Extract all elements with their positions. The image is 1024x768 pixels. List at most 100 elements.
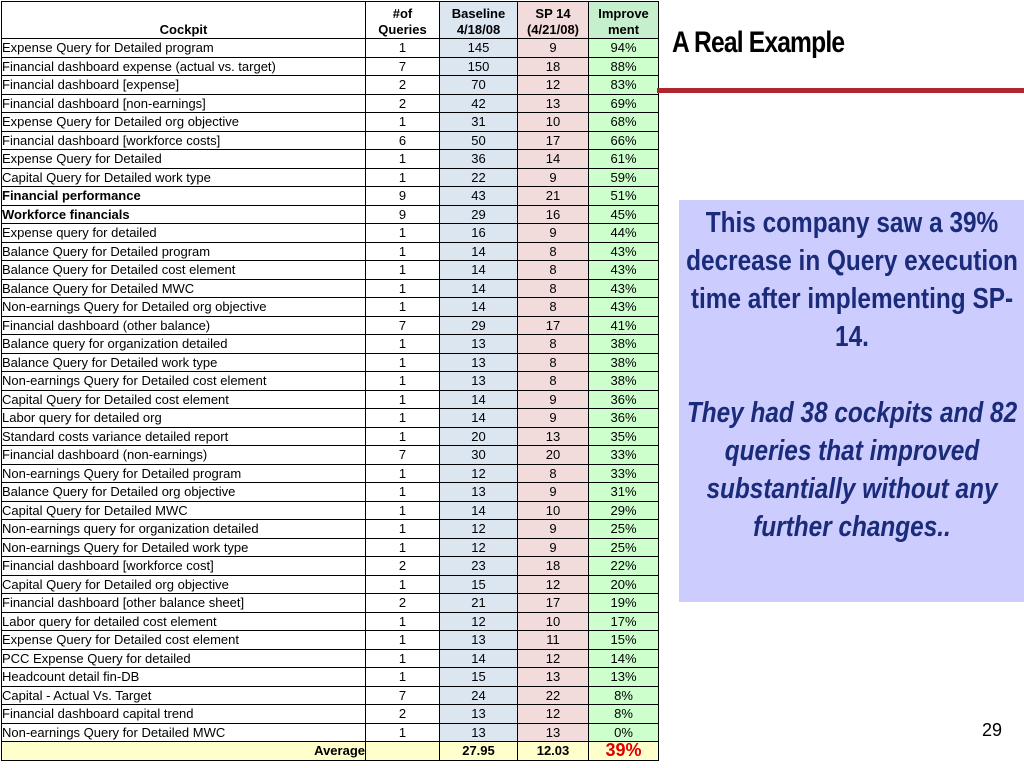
table-row: Balance Query for Detailed program 1 14 8 43…	[1, 241, 659, 261]
table-row: Expense Query for Detailed cost element 1…	[1, 630, 659, 650]
query-count: 1	[365, 389, 440, 409]
baseline-value: 24	[439, 685, 518, 705]
table-row: Workforce financials 9 29 16 45%	[1, 204, 659, 224]
sp14-value: 10	[517, 611, 589, 631]
baseline-value: 14	[439, 260, 518, 280]
improvement-value: 43%	[588, 297, 659, 317]
improvement-value: 51%	[588, 186, 659, 206]
query-count: 1	[365, 408, 440, 428]
improvement-value: 20%	[588, 574, 659, 594]
table-row: Non-earnings query for organization deta…	[1, 519, 659, 539]
sp14-value: 22	[517, 685, 589, 705]
baseline-value: 12	[439, 537, 518, 557]
sp14-value: 9	[517, 38, 589, 58]
improvement-value: 38%	[588, 334, 659, 354]
sp14-value: 10	[517, 112, 589, 132]
sp14-value: 17	[517, 315, 589, 335]
sp14-value: 9	[517, 482, 589, 502]
cockpit-name: Balance Query for Detailed work type	[1, 352, 366, 372]
query-performance-table: Cockpit #of Queries Baseline 4/18/08 SP 14…	[1, 1, 659, 761]
table-row: Balance Query for Detailed cost element 1…	[1, 260, 659, 280]
cockpit-name: Financial dashboard capital trend	[1, 704, 366, 724]
improvement-value: 31%	[588, 482, 659, 502]
baseline-value: 14	[439, 408, 518, 428]
sp14-value: 9	[517, 537, 589, 557]
table-row: Financial dashboard [workforce costs] 6 50…	[1, 130, 659, 150]
sp14-value: 8	[517, 241, 589, 261]
baseline-value: 150	[439, 56, 518, 76]
query-count: 1	[365, 38, 440, 58]
cockpit-name: Financial dashboard expense (actual vs. …	[1, 56, 366, 76]
cockpit-name: Headcount detail fin-DB	[1, 667, 366, 687]
table-row: Financial performance 9 43 21 51%	[1, 186, 659, 206]
sp14-value: 18	[517, 556, 589, 576]
baseline-value: 23	[439, 556, 518, 576]
sp14-value: 8	[517, 371, 589, 391]
header-queries: #of Queries	[365, 1, 440, 39]
cockpit-name: Financial dashboard [workforce costs]	[1, 130, 366, 150]
cockpit-name: Labor query for detailed org	[1, 408, 366, 428]
sp14-value: 8	[517, 297, 589, 317]
average-improvement: 39%	[588, 741, 659, 761]
table-row: Balance Query for Detailed org objective…	[1, 482, 659, 502]
cockpit-name: Non-earnings Query for Detailed cost ele…	[1, 371, 366, 391]
improvement-value: 44%	[588, 223, 659, 243]
sp14-value: 16	[517, 204, 589, 224]
callout-detail: They had 38 cockpits and 82 queries that…	[686, 397, 1018, 543]
baseline-value: 22	[439, 167, 518, 187]
baseline-value: 13	[439, 482, 518, 502]
header-sp14: SP 14 (4/21/08)	[517, 1, 589, 39]
cockpit-name: Expense query for detailed	[1, 223, 366, 243]
query-count: 1	[365, 722, 440, 742]
baseline-value: 30	[439, 445, 518, 465]
improvement-value: 69%	[588, 93, 659, 113]
improvement-value: 38%	[588, 371, 659, 391]
sp14-value: 9	[517, 408, 589, 428]
query-count: 2	[365, 93, 440, 113]
baseline-value: 145	[439, 38, 518, 58]
improvement-value: 0%	[588, 722, 659, 742]
cockpit-name: Expense Query for Detailed org objective	[1, 112, 366, 132]
sp14-value: 10	[517, 500, 589, 520]
improvement-value: 83%	[588, 75, 659, 95]
query-count: 2	[365, 75, 440, 95]
sp14-value: 8	[517, 278, 589, 298]
cockpit-name: Financial dashboard [other balance sheet…	[1, 593, 366, 613]
improvement-value: 36%	[588, 408, 659, 428]
sp14-value: 8	[517, 334, 589, 354]
sp14-value: 13	[517, 93, 589, 113]
callout-summary: This company saw a 39% decrease in Query…	[686, 207, 1018, 353]
cockpit-name: Standard costs variance detailed report	[1, 426, 366, 446]
sp14-value: 13	[517, 722, 589, 742]
table-row: Capital - Actual Vs. Target 7 24 22 8%	[1, 685, 659, 705]
table-row: Non-earnings Query for Detailed program 1…	[1, 463, 659, 483]
baseline-value: 12	[439, 611, 518, 631]
baseline-value: 29	[439, 204, 518, 224]
baseline-value: 43	[439, 186, 518, 206]
query-count: 1	[365, 500, 440, 520]
improvement-value: 94%	[588, 38, 659, 58]
cockpit-name: Expense Query for Detailed cost element	[1, 630, 366, 650]
table-row: Financial dashboard [non-earnings] 2 42 13 6…	[1, 93, 659, 113]
average-baseline: 27.95	[439, 741, 518, 761]
table-row: Financial dashboard (other balance) 7 29 17…	[1, 315, 659, 335]
sp14-value: 9	[517, 389, 589, 409]
improvement-value: 19%	[588, 593, 659, 613]
cockpit-name: Non-earnings Query for Detailed program	[1, 463, 366, 483]
baseline-value: 70	[439, 75, 518, 95]
cockpit-name: Balance Query for Detailed cost element	[1, 260, 366, 280]
table-row: Headcount detail fin-DB 1 15 13 13%	[1, 667, 659, 687]
baseline-value: 13	[439, 371, 518, 391]
sp14-value: 13	[517, 667, 589, 687]
improvement-value: 68%	[588, 112, 659, 132]
cockpit-name: Balance Query for Detailed MWC	[1, 278, 366, 298]
cockpit-name: Capital Query for Detailed work type	[1, 167, 366, 187]
improvement-value: 8%	[588, 704, 659, 724]
table-row: Labor query for detailed org 1 14 9 36%	[1, 408, 659, 428]
query-count: 1	[365, 334, 440, 354]
sp14-value: 12	[517, 648, 589, 668]
table-row: Labor query for detailed cost element 1 12…	[1, 611, 659, 631]
query-count: 1	[365, 223, 440, 243]
title-rule	[657, 88, 1024, 93]
sp14-value: 17	[517, 593, 589, 613]
